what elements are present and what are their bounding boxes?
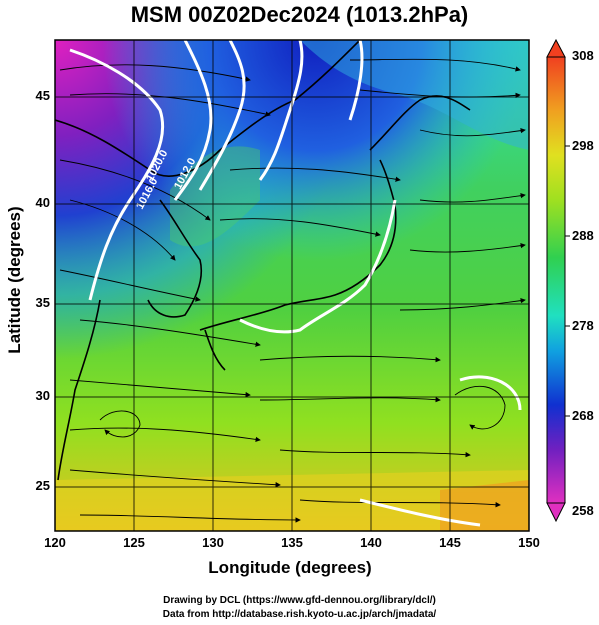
x-tick-135: 135 [281,535,303,550]
colorbar-tick-298: 298 [572,138,594,153]
isobars [69,40,522,527]
x-tick-130: 130 [202,535,224,550]
x-tick-145: 145 [439,535,461,550]
credit-drawing: Drawing by DCL (https://www.gfd-dennou.o… [163,595,436,606]
colorbar-tick-288: 288 [572,228,594,243]
x-tick-140: 140 [360,535,382,550]
x-tick-120: 120 [44,535,66,550]
colorbar-tick-258: 258 [572,503,594,518]
plot-frame [54,39,530,532]
x-tick-150: 150 [518,535,540,550]
grid-lines [55,40,529,531]
colorbar-tick-308: 308 [572,48,594,63]
x-axis-label: Longitude (degrees) [208,558,372,577]
chart-title: MSM 00Z02Dec2024 (1013.2hPa) [130,2,469,27]
y-tick-40: 40 [35,195,50,210]
colorbar-tick-278: 278 [572,318,594,333]
y-tick-30: 30 [35,388,50,403]
y-axis-label: Latitude (degrees) [5,206,24,354]
y-tick-35: 35 [35,295,50,310]
colorbar [546,38,570,523]
x-tick-125: 125 [123,535,145,550]
credit-data-source: Data from http://database.rish.kyoto-u.a… [162,609,437,620]
colorbar-tick-268: 268 [572,408,594,423]
y-tick-45: 45 [35,88,50,103]
y-tick-25: 25 [35,478,50,493]
